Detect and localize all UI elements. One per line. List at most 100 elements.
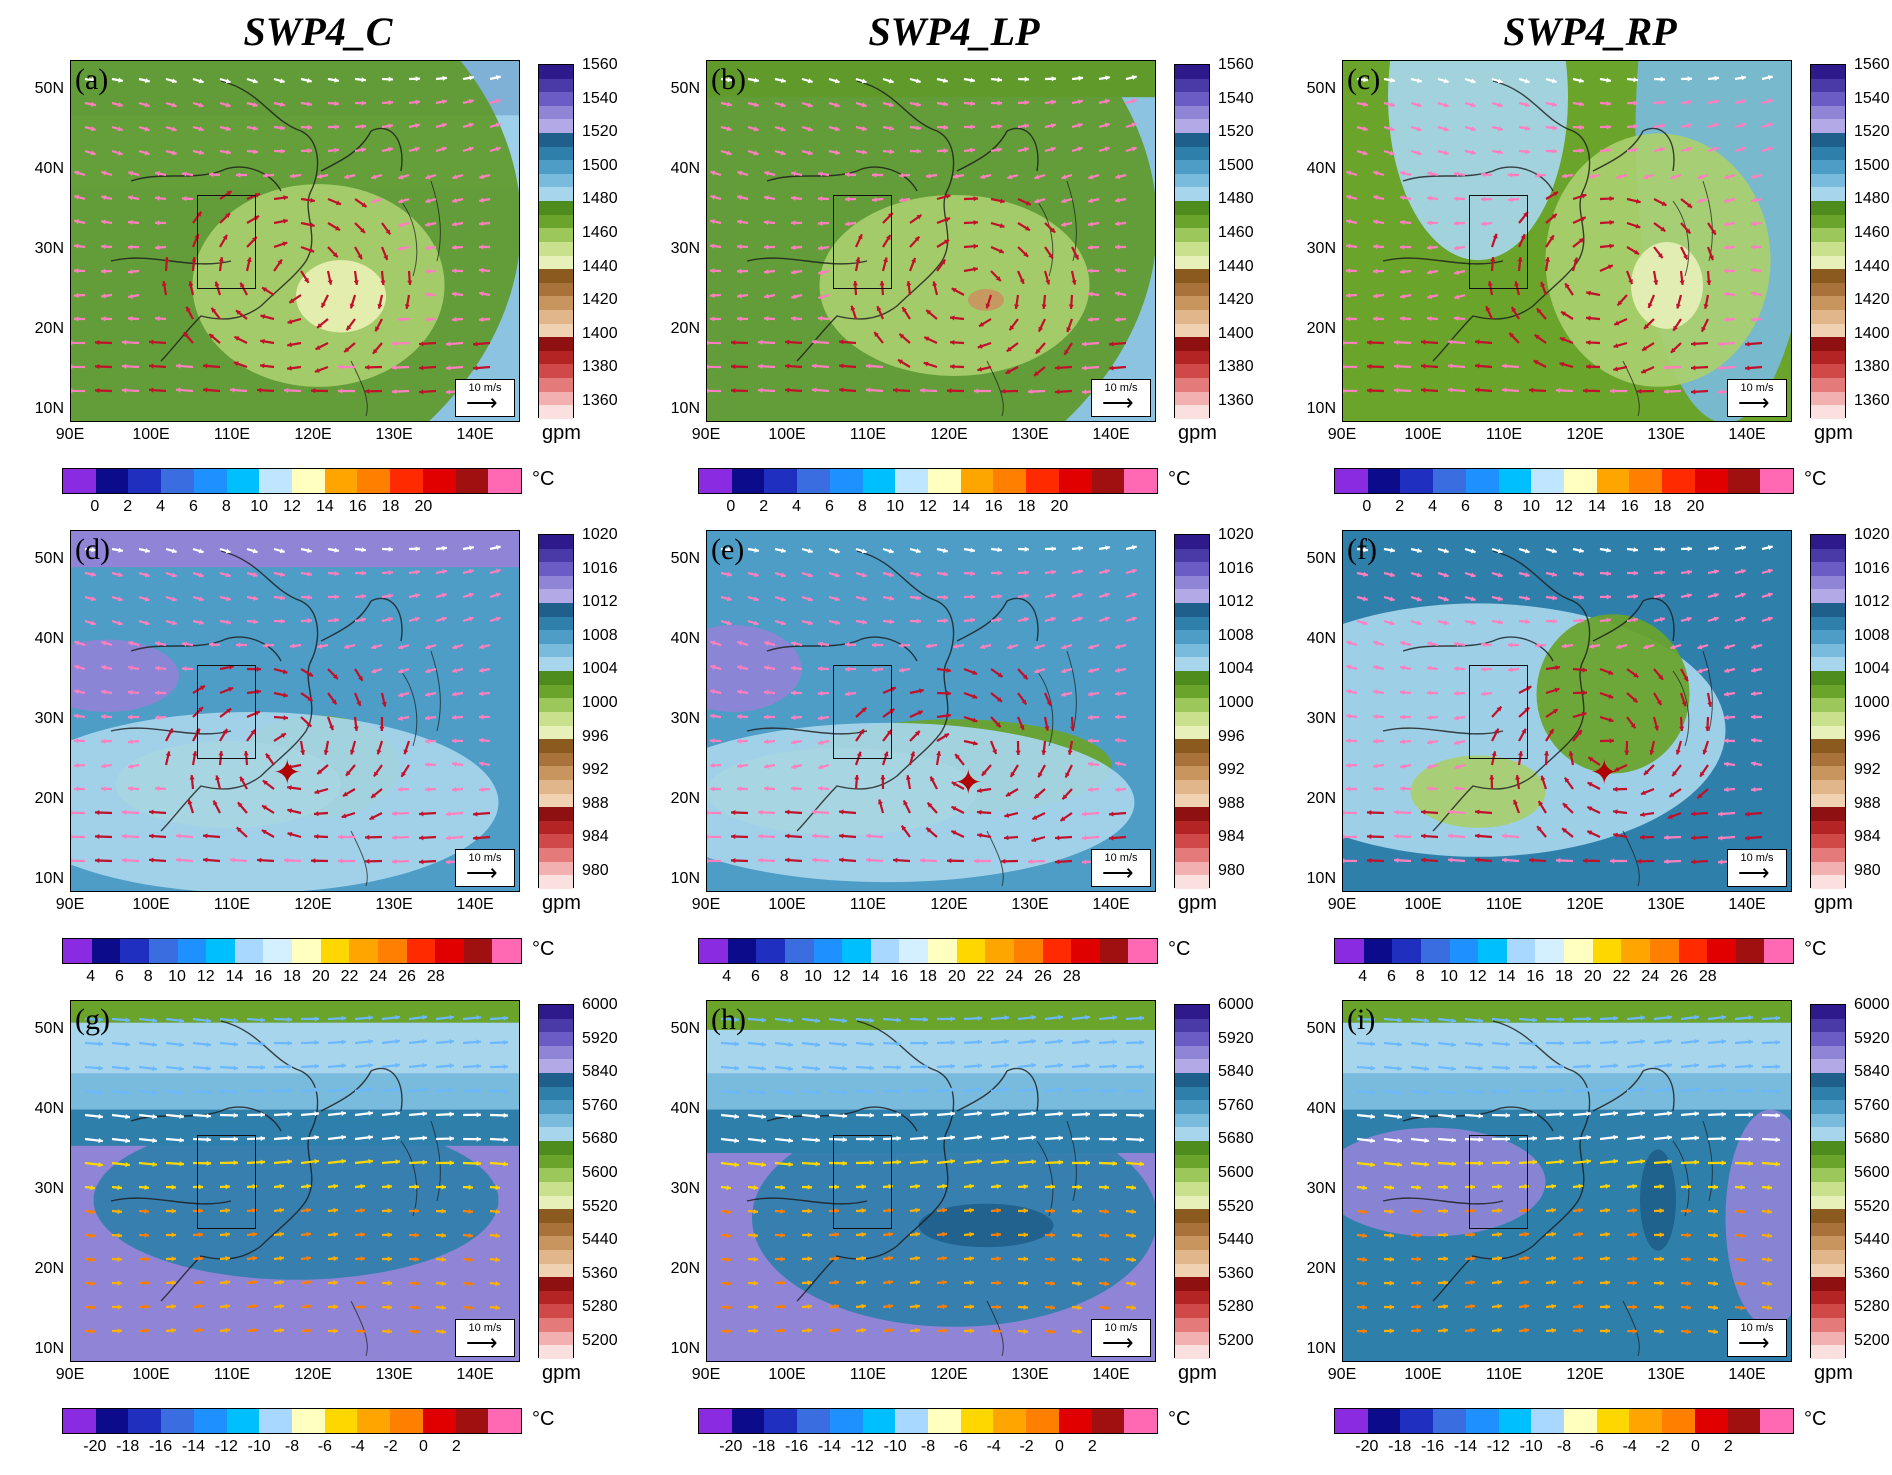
temperature-colorbar-cell <box>764 1409 798 1433</box>
temperature-tick-label: 26 <box>1034 968 1052 985</box>
height-colorbar-cell <box>1811 1113 1845 1128</box>
wind-vector <box>882 619 895 625</box>
longitude-label: 110E <box>849 426 887 443</box>
wind-vector <box>1087 714 1100 721</box>
temperature-tick-label: 16 <box>1620 498 1639 515</box>
height-colorbar-cell <box>1175 848 1209 862</box>
height-colorbar-cell <box>539 1181 573 1196</box>
height-colorbar-cell <box>1811 378 1845 392</box>
wind-vector <box>1410 619 1422 626</box>
height-unit-label: gpm <box>1814 422 1853 444</box>
wind-vector <box>882 1112 902 1118</box>
wind-vector <box>111 101 123 108</box>
height-level-label: 1420 <box>1854 291 1890 309</box>
temperature-colorbar-cell <box>128 1409 162 1433</box>
wind-vector <box>381 123 394 129</box>
wind-vector <box>1761 1305 1773 1311</box>
wind-vector <box>300 77 312 84</box>
height-colorbar-cell <box>539 1141 573 1155</box>
wind-vector <box>747 1041 767 1047</box>
wind-vector <box>1643 764 1655 776</box>
height-colorbar-cell <box>539 241 573 256</box>
wind-vector <box>963 667 978 676</box>
wind-vector <box>1609 858 1628 864</box>
temperature-colorbar-cell <box>161 1409 194 1433</box>
wind-vector <box>1717 365 1736 371</box>
wind-vector <box>435 569 448 575</box>
wind-vector <box>1054 835 1073 841</box>
wind-vector <box>111 547 124 553</box>
wind-vector <box>720 1280 732 1286</box>
wind-vector <box>1345 316 1358 322</box>
wind-vector <box>882 125 895 131</box>
wind-vector <box>1616 173 1628 180</box>
wind-vector <box>1572 1231 1584 1237</box>
wind-vector <box>882 1303 894 1309</box>
wind-vector <box>154 195 167 201</box>
height-colorbar-cell <box>1175 739 1209 753</box>
wind-vector <box>1044 546 1057 552</box>
temperature-tick-label: 12 <box>1555 498 1573 515</box>
wind-vector <box>736 219 749 225</box>
map-field-svg <box>71 531 519 891</box>
wind-vector <box>1599 594 1612 600</box>
wind-vector <box>855 125 867 132</box>
study-region-box <box>197 1134 256 1230</box>
height-colorbar-cell <box>1175 146 1209 161</box>
longitude-label: 100E <box>1404 426 1442 443</box>
latitude-label: 10N <box>670 1340 700 1357</box>
wind-vector <box>138 1328 150 1334</box>
wind-vector <box>990 692 1003 703</box>
longitude-label: 110E <box>1485 426 1523 443</box>
wind-vector <box>1125 592 1137 599</box>
wind-vector <box>1410 125 1422 132</box>
map-field-svg <box>707 1001 1155 1361</box>
wind-vector <box>472 835 491 841</box>
wind-vector <box>1672 318 1682 332</box>
wind-vector <box>462 1305 474 1311</box>
temperature-colorbar-cell <box>259 469 293 493</box>
wind-vector <box>451 221 464 227</box>
wind-vector <box>1572 547 1584 554</box>
wind-vector <box>1437 1065 1457 1072</box>
wind-vector <box>1599 1280 1611 1286</box>
wind-vector <box>127 316 140 322</box>
wind-vector <box>909 148 922 154</box>
temperature-tick-label: 10 <box>250 498 269 515</box>
wind-vector <box>1399 714 1412 720</box>
temperature-colorbar-cell <box>1071 939 1100 963</box>
wind-vector <box>1044 1208 1056 1214</box>
temperature-colorbar-cell <box>148 939 178 963</box>
wind-vector <box>84 1304 96 1310</box>
wind-vector <box>1599 1063 1619 1069</box>
height-colorbar-cell <box>539 405 573 419</box>
latitude-label: 50N <box>670 550 700 567</box>
wind-vector <box>354 1304 366 1310</box>
wind-vector <box>219 212 231 224</box>
height-colorbar-cell <box>1811 1059 1845 1074</box>
wind-vector <box>246 1088 266 1094</box>
wind-vector <box>1636 388 1655 394</box>
panel-letter: (b) <box>711 63 746 96</box>
latitude-label: 10N <box>1306 870 1336 887</box>
wind-vector <box>936 547 948 554</box>
wind-vector <box>219 125 231 132</box>
wind-vector <box>1125 1039 1145 1046</box>
wind-vector <box>111 1065 131 1072</box>
wind-vector <box>1697 173 1709 180</box>
temperature-tick-label: 0 <box>1690 1438 1700 1455</box>
wind-vector <box>1572 1183 1584 1189</box>
height-colorbar-cell <box>539 1318 573 1332</box>
wind-vector <box>1017 1328 1029 1334</box>
height-colorbar-cell <box>1175 766 1209 780</box>
wind-vector <box>1626 547 1639 553</box>
wind-vector <box>1373 640 1385 647</box>
longitude-label: 130E <box>375 896 413 913</box>
wind-vector <box>1017 123 1030 129</box>
wind-vector <box>909 1207 921 1213</box>
wind-vector <box>1125 1209 1137 1215</box>
wind-vector <box>313 833 329 840</box>
height-level-label: 5680 <box>1854 1130 1890 1148</box>
field-band <box>707 1073 1155 1110</box>
wind-vector <box>1464 1089 1484 1095</box>
